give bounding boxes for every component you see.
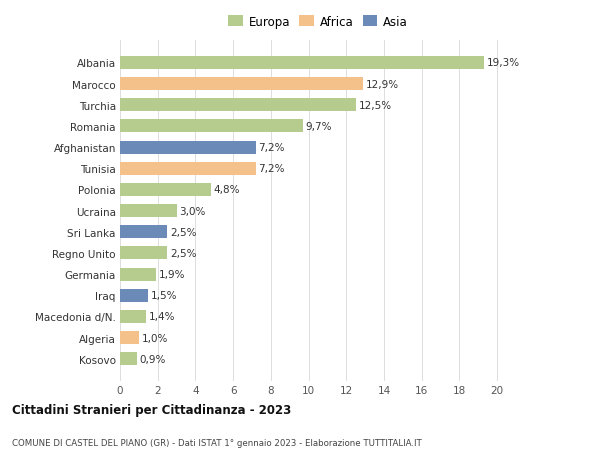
Bar <box>120 57 484 70</box>
Text: 3,0%: 3,0% <box>179 206 206 216</box>
Bar <box>120 78 363 91</box>
Bar <box>120 226 167 239</box>
Bar <box>120 162 256 175</box>
Text: 4,8%: 4,8% <box>214 185 240 195</box>
Text: 9,7%: 9,7% <box>306 122 332 132</box>
Text: 7,2%: 7,2% <box>259 164 285 174</box>
Bar <box>120 99 356 112</box>
Bar <box>120 184 211 196</box>
Bar <box>120 247 167 260</box>
Text: Cittadini Stranieri per Cittadinanza - 2023: Cittadini Stranieri per Cittadinanza - 2… <box>12 403 291 416</box>
Text: 1,0%: 1,0% <box>142 333 168 343</box>
Text: COMUNE DI CASTEL DEL PIANO (GR) - Dati ISTAT 1° gennaio 2023 - Elaborazione TUTT: COMUNE DI CASTEL DEL PIANO (GR) - Dati I… <box>12 438 422 447</box>
Bar <box>120 268 156 281</box>
Text: 12,5%: 12,5% <box>359 101 392 111</box>
Text: 1,9%: 1,9% <box>158 269 185 280</box>
Bar <box>120 289 148 302</box>
Text: 2,5%: 2,5% <box>170 227 196 237</box>
Bar <box>120 141 256 154</box>
Text: 1,4%: 1,4% <box>149 312 176 322</box>
Bar <box>120 331 139 344</box>
Bar <box>120 353 137 365</box>
Text: 7,2%: 7,2% <box>259 143 285 153</box>
Text: 2,5%: 2,5% <box>170 248 196 258</box>
Text: 1,5%: 1,5% <box>151 291 178 301</box>
Bar <box>120 310 146 323</box>
Text: 12,9%: 12,9% <box>366 79 399 90</box>
Legend: Europa, Africa, Asia: Europa, Africa, Asia <box>226 13 410 31</box>
Bar <box>120 120 303 133</box>
Bar <box>120 205 176 218</box>
Text: 19,3%: 19,3% <box>487 58 520 68</box>
Text: 0,9%: 0,9% <box>140 354 166 364</box>
